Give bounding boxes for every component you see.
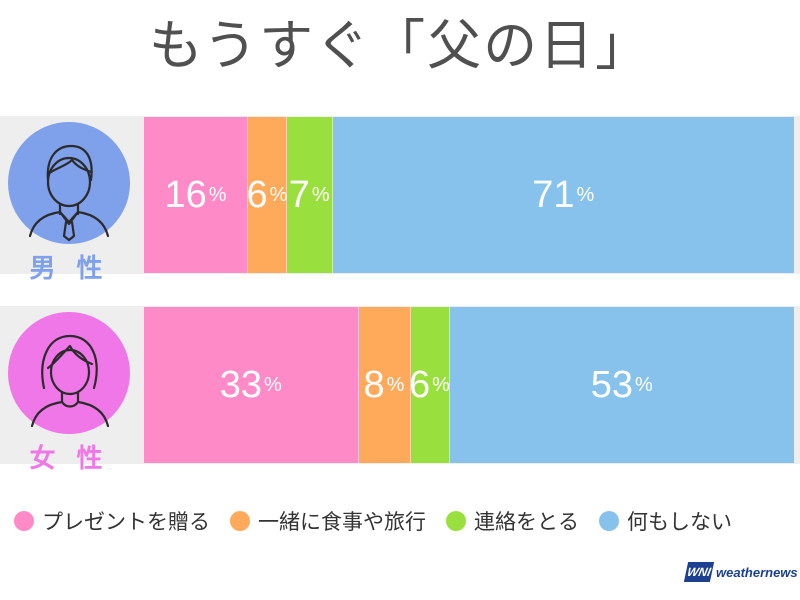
bar-segment-contact: 6% — [409, 307, 450, 463]
legend-item-nothing: 何もしない — [599, 506, 732, 536]
bar-segment-gift: 33% — [144, 307, 359, 463]
legend: プレゼントを贈る 一緒に食事や旅行 連絡をとる 何もしない — [14, 506, 794, 536]
legend-label-gift: プレゼントを贈る — [42, 510, 210, 534]
male-avatar-icon — [8, 122, 130, 244]
data-label-value: 7 — [288, 173, 310, 216]
bar-segment-nothing: 53% — [449, 307, 794, 463]
data-label-unit: % — [386, 373, 405, 396]
bar-segment-meal-trip: 6% — [246, 117, 288, 273]
legend-swatch-gift — [14, 511, 34, 531]
data-label-unit: % — [311, 183, 330, 206]
logo-text: weathernews — [716, 564, 798, 580]
legend-swatch-meal-trip — [230, 511, 250, 531]
legend-label-contact: 連絡をとる — [474, 510, 579, 534]
legend-item-gift: プレゼントを贈る — [14, 506, 210, 536]
data-label-value: 6 — [246, 173, 268, 216]
legend-item-meal-trip: 一緒に食事や旅行 — [230, 506, 426, 536]
bar-segment-contact: 7% — [287, 117, 333, 273]
data-label-value: 16 — [164, 173, 207, 216]
data-label-unit: % — [208, 183, 227, 206]
row-label-female: 女 性 — [29, 444, 109, 474]
data-label-unit: % — [269, 183, 288, 206]
bar-segment-nothing: 71% — [332, 117, 794, 273]
data-label-value: 53 — [590, 363, 633, 406]
row-label-male: 男 性 — [29, 254, 109, 284]
bar-male: 16% 6% 7% 71% — [144, 117, 794, 273]
logo-mark: WNI — [683, 562, 715, 582]
legend-label-meal-trip: 一緒に食事や旅行 — [258, 510, 426, 534]
bar-female: 33% 8% 6% 53% — [144, 307, 794, 463]
data-label-unit: % — [263, 373, 282, 396]
data-label-value: 71 — [532, 173, 575, 216]
data-label-value: 33 — [219, 363, 262, 406]
legend-swatch-contact — [446, 511, 466, 531]
legend-swatch-nothing — [599, 511, 619, 531]
legend-label-nothing: 何もしない — [627, 510, 732, 534]
data-label-value: 6 — [409, 363, 431, 406]
bar-segment-gift: 16% — [144, 117, 248, 273]
data-label-value: 8 — [363, 363, 385, 406]
weathernews-logo: WNI weathernews — [683, 562, 798, 582]
female-avatar-icon — [8, 312, 130, 434]
chart-title: もうすぐ「父の日」 — [148, 14, 652, 77]
bar-segment-meal-trip: 8% — [358, 307, 411, 463]
data-label-unit: % — [432, 373, 450, 396]
legend-item-contact: 連絡をとる — [446, 506, 579, 536]
data-label-unit: % — [576, 183, 595, 206]
data-label-unit: % — [634, 373, 653, 396]
